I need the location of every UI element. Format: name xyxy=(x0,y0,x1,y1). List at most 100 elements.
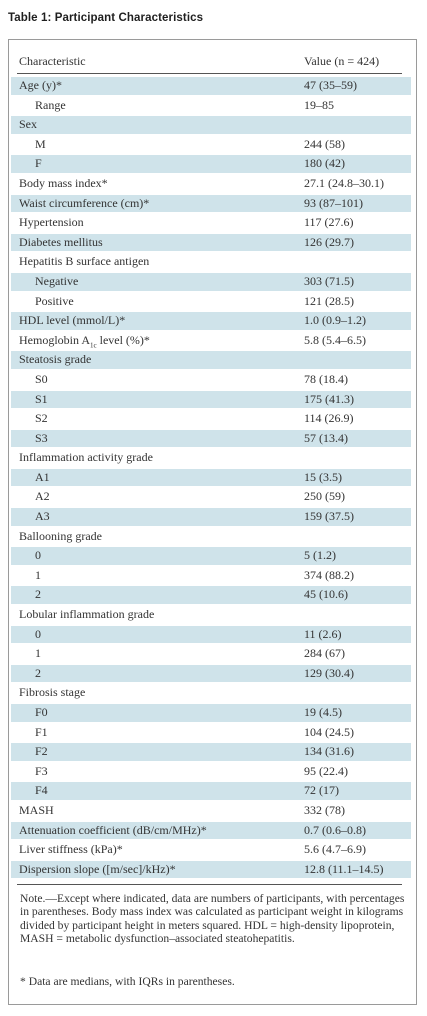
row-value: 45 (10.6) xyxy=(304,587,348,602)
header-characteristic: Characteristic xyxy=(19,54,86,68)
row-value: 114 (26.9) xyxy=(304,411,354,426)
row-label: M xyxy=(35,136,46,151)
table-row: S0 78 (18.4) xyxy=(11,370,411,390)
header-divider xyxy=(17,73,402,74)
row-label: Diabetes mellitus xyxy=(19,234,103,249)
row-band xyxy=(11,704,411,722)
table-row: S3 57 (13.4) xyxy=(11,429,411,449)
row-value: 284 (67) xyxy=(304,646,345,661)
row-value: 121 (28.5) xyxy=(304,293,354,308)
row-label: Hepatitis B surface antigen xyxy=(19,254,150,269)
table-row: Range 19–85 xyxy=(11,96,411,116)
row-band xyxy=(11,390,411,409)
row-label: Liver stiffness (kPa)* xyxy=(19,842,123,857)
table-row: Fibrosis stage xyxy=(11,683,411,703)
table-row: F 180 (42) xyxy=(11,154,411,174)
row-value: 129 (30.4) xyxy=(304,665,354,680)
row-band xyxy=(11,312,411,330)
row-band xyxy=(11,547,411,565)
row-value: 104 (24.5) xyxy=(304,724,354,739)
row-label-suffix: level (%)* xyxy=(96,332,150,347)
row-value: 11 (2.6) xyxy=(304,626,342,641)
table-row: S2 114 (26.9) xyxy=(11,409,411,429)
row-label: Negative xyxy=(35,273,79,288)
row-label: HDL level (mmol/L)* xyxy=(19,313,126,328)
table-row: Liver stiffness (kPa)* 5.6 (4.7–6.9) xyxy=(11,840,411,860)
table-row: F0 19 (4.5) xyxy=(11,703,411,723)
row-label: F3 xyxy=(35,763,48,778)
table-row: Attenuation coefficient (dB/cm/MHz)* 0.7 … xyxy=(11,821,411,841)
row-band xyxy=(11,468,411,487)
table-bottom-divider xyxy=(17,884,402,885)
row-label: 1 xyxy=(35,646,41,661)
row-value: 1.0 (0.9–1.2) xyxy=(304,313,366,328)
row-label: 2 xyxy=(35,665,41,680)
row-label: Age (y)* xyxy=(19,78,62,92)
table-row: S1 175 (41.3) xyxy=(11,390,411,410)
row-band xyxy=(11,272,411,291)
table-row: Lobular inflammation grade xyxy=(11,605,411,625)
row-label: A3 xyxy=(35,509,50,524)
table-row: Positive 121 (28.5) xyxy=(11,292,411,312)
row-label: Range xyxy=(35,97,66,112)
table-row: A3 159 (37.5) xyxy=(11,507,411,527)
row-label: 0 xyxy=(35,548,41,563)
row-band xyxy=(11,194,411,213)
table-row: Hemoglobin A1c level (%)* 5.8 (5.4–6.5) xyxy=(11,331,411,351)
row-label: F4 xyxy=(35,783,48,798)
table-row: 0 11 (2.6) xyxy=(11,625,411,645)
row-label: S2 xyxy=(35,411,48,426)
row-value: 78 (18.4) xyxy=(304,371,348,386)
row-value: 19–85 xyxy=(304,97,334,112)
table-row: F3 95 (22.4) xyxy=(11,762,411,782)
table-row: Sex xyxy=(11,115,411,135)
table-row: Hypertension 117 (27.6) xyxy=(11,213,411,233)
note-text: Note.—Except where indicated, data are n… xyxy=(20,892,405,946)
row-label: Waist circumference (cm)* xyxy=(19,195,150,210)
row-label: Fibrosis stage xyxy=(19,685,86,700)
row-band xyxy=(11,586,411,605)
row-label: 0 xyxy=(35,626,41,641)
table-row: 2 129 (30.4) xyxy=(11,664,411,684)
row-value: 5.6 (4.7–6.9) xyxy=(304,842,366,857)
row-value: 134 (31.6) xyxy=(304,744,354,759)
row-band xyxy=(11,429,411,448)
table-row: F1 104 (24.5) xyxy=(11,723,411,743)
table-row: F4 72 (17) xyxy=(11,781,411,801)
row-value: 15 (3.5) xyxy=(304,469,342,484)
table-row: HDL level (mmol/L)* 1.0 (0.9–1.2) xyxy=(11,311,411,331)
table-row: Body mass index* 27.1 (24.8–30.1) xyxy=(11,174,411,194)
table-footnote: * Data are medians, with IQRs in parenth… xyxy=(20,975,235,988)
table-row: Steatosis grade xyxy=(11,350,411,370)
row-value: 12.8 (11.1–14.5) xyxy=(304,861,384,876)
table-title: Table 1: Participant Characteristics xyxy=(8,12,204,24)
row-value: 19 (4.5) xyxy=(304,705,342,719)
row-label: Lobular inflammation grade xyxy=(19,607,155,622)
row-value: 93 (87–101) xyxy=(304,195,363,210)
row-band xyxy=(11,782,411,800)
row-label: S0 xyxy=(35,371,48,386)
row-label: Sex xyxy=(19,117,37,132)
table-row: MASH 332 (78) xyxy=(11,801,411,821)
row-label: Hemoglobin A xyxy=(19,332,90,347)
row-value: 117 (27.6) xyxy=(304,215,354,230)
row-label: F1 xyxy=(35,724,48,739)
row-label: F xyxy=(35,156,42,171)
row-label: 1 xyxy=(35,567,41,582)
row-label: Dispersion slope ([m/sec]/kHz)* xyxy=(19,861,176,876)
row-value: 27.1 (24.8–30.1) xyxy=(304,175,384,190)
row-band xyxy=(11,233,411,252)
row-label: A1 xyxy=(35,469,50,484)
row-band xyxy=(11,116,411,134)
row-value: 250 (59) xyxy=(304,489,345,504)
table-row: Waist circumference (cm)* 93 (87–101) xyxy=(11,194,411,214)
row-label-group: Hemoglobin A1c level (%)* xyxy=(19,333,150,349)
row-band xyxy=(11,155,411,173)
row-label: A2 xyxy=(35,489,50,504)
table-row: Diabetes mellitus 126 (29.7) xyxy=(11,233,411,253)
row-label-subscript: 1c xyxy=(90,341,97,350)
table-row: 1 374 (88.2) xyxy=(11,566,411,586)
row-label: S1 xyxy=(35,391,48,406)
row-label: F2 xyxy=(35,744,48,759)
table-row: A2 250 (59) xyxy=(11,487,411,507)
